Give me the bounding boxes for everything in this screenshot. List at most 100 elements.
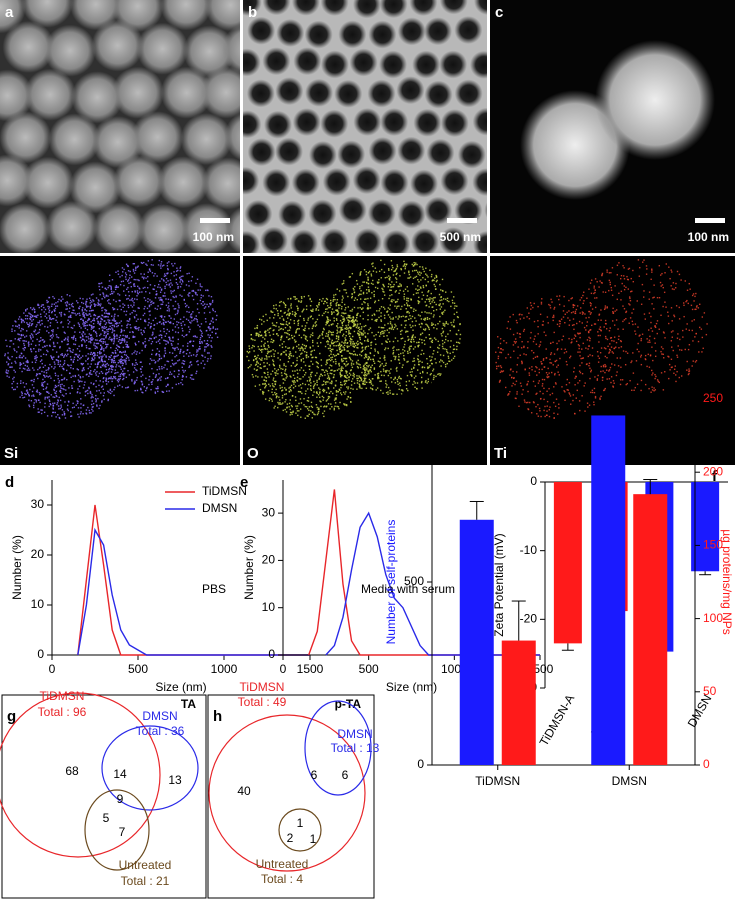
map-dot — [113, 330, 116, 332]
map-dot — [429, 365, 431, 367]
map-dot — [414, 386, 416, 388]
map-dot — [118, 339, 121, 341]
map-dot — [318, 410, 320, 413]
map-dot — [192, 311, 194, 313]
map-dot — [210, 303, 212, 305]
map-dot — [358, 375, 360, 377]
map-dot — [392, 274, 395, 276]
map-dot — [363, 357, 366, 359]
map-dot — [353, 345, 355, 348]
map-dot — [449, 346, 452, 348]
map-dot — [396, 265, 399, 268]
map-dot — [323, 328, 325, 331]
map-dot — [39, 313, 42, 315]
map-dot — [706, 323, 708, 325]
map-dot — [175, 295, 177, 297]
map-dot — [150, 301, 152, 304]
map-dot — [330, 304, 332, 307]
particle — [308, 199, 337, 228]
map-dot — [259, 331, 261, 333]
map-dot — [331, 369, 333, 371]
map-dot — [174, 262, 176, 265]
map-dot — [167, 267, 169, 270]
map-dot — [260, 348, 263, 351]
map-dot — [94, 331, 97, 333]
map-dot — [197, 363, 199, 366]
map-dot — [640, 363, 643, 366]
map-dot — [303, 295, 305, 298]
map-dot — [64, 353, 67, 356]
map-dot — [71, 351, 74, 354]
map-dot — [120, 360, 123, 362]
map-dot — [695, 306, 698, 308]
map-dot — [369, 352, 372, 355]
map-dot — [90, 337, 92, 339]
map-dot — [594, 291, 596, 294]
map-dot — [386, 310, 389, 312]
map-dot — [94, 347, 96, 350]
map-dot — [74, 312, 76, 315]
map-dot — [293, 383, 295, 385]
map-dot — [57, 375, 59, 377]
map-dot — [19, 363, 21, 365]
map-dot — [520, 385, 523, 387]
map-dot — [392, 349, 395, 352]
map-dot — [35, 357, 37, 359]
map-dot — [9, 345, 11, 348]
particle — [380, 108, 409, 137]
map-dot — [166, 262, 169, 264]
map-dot — [82, 298, 84, 300]
map-dot — [250, 334, 252, 336]
map-dot — [380, 277, 382, 279]
map-dot — [90, 326, 93, 329]
map-dot — [83, 314, 85, 316]
map-dot — [92, 327, 94, 329]
map-dot — [318, 387, 320, 389]
map-dot — [55, 305, 57, 307]
map-dot — [329, 408, 331, 410]
particle — [320, 228, 349, 253]
map-dot — [96, 370, 98, 373]
map-dot — [389, 372, 391, 374]
map-dot — [95, 394, 97, 397]
map-dot — [103, 350, 105, 352]
map-dot — [345, 360, 348, 363]
map-dot — [410, 326, 412, 329]
map-dot — [280, 310, 282, 312]
map-dot — [81, 380, 83, 383]
map-dot — [78, 416, 80, 418]
map-dot — [571, 341, 573, 343]
map-dot — [206, 352, 209, 354]
map-dot — [417, 358, 420, 361]
map-dot — [553, 412, 555, 414]
map-dot — [57, 400, 59, 402]
map-dot — [78, 354, 80, 356]
map-dot — [351, 297, 353, 299]
map-dot — [315, 321, 317, 323]
map-dot — [111, 327, 113, 329]
map-dot — [105, 383, 108, 385]
map-dot — [337, 390, 339, 393]
particle — [440, 109, 469, 138]
map-dot — [98, 327, 101, 330]
map-dot — [395, 268, 397, 271]
map-dot — [260, 351, 263, 353]
map-dot — [114, 286, 117, 288]
map-dot — [360, 308, 363, 310]
map-dot — [449, 360, 451, 363]
map-dot — [123, 353, 126, 356]
map-dot — [444, 363, 447, 366]
map-dot — [132, 331, 134, 334]
map-dot — [18, 356, 21, 358]
map-dot — [322, 337, 324, 339]
map-dot — [428, 334, 431, 336]
map-dot — [327, 335, 329, 338]
map-dot — [201, 332, 203, 334]
map-dot — [412, 265, 415, 267]
map-dot — [280, 354, 282, 356]
particle — [368, 136, 397, 165]
map-dot — [289, 351, 291, 353]
map-dot — [279, 366, 281, 368]
map-dot — [131, 297, 133, 300]
map-dot — [46, 391, 49, 393]
